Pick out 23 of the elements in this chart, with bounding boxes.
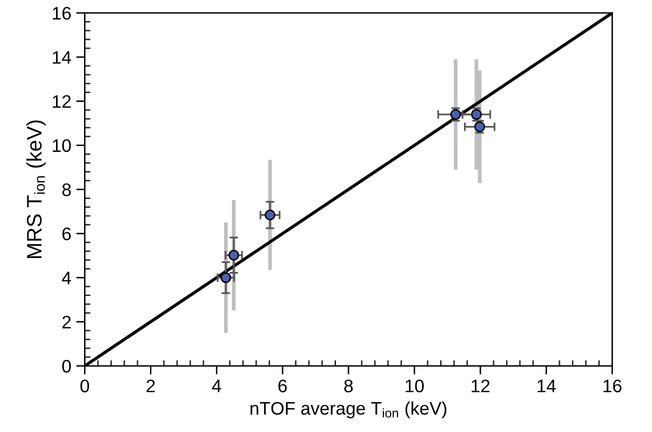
y-tick-label: 8 [62,183,71,196]
point [264,210,276,220]
x-tick-label: 6 [278,380,287,392]
y-tick-label: 16 [52,6,71,20]
y-tick-label: 14 [52,51,72,64]
x-axis-title: nTOF average T$_{ion}$ (keV) [250,401,446,418]
x-tick-label: 14 [538,380,556,392]
x-tick-label: 10 [406,380,424,392]
x-tick-label: 16 [604,380,622,392]
y-axis-title: MRS T$_{ion}$ (keV) [26,120,46,258]
y-tick-label: 12 [52,95,71,108]
y-tick-label: 10 [52,139,71,152]
x-tick-label: 12 [472,380,490,392]
x-tick-label: 8 [344,380,353,392]
y-tick-label: 6 [62,227,71,240]
point [228,250,240,261]
y-tick-label: 2 [62,316,71,328]
y-tick-label: 4 [62,272,72,284]
x-tick-label: 0 [80,380,90,392]
x-tick-label: 2 [146,380,155,392]
point [220,272,232,284]
x-tick-label: 4 [212,380,222,392]
y-tick-label: 0 [62,360,71,373]
